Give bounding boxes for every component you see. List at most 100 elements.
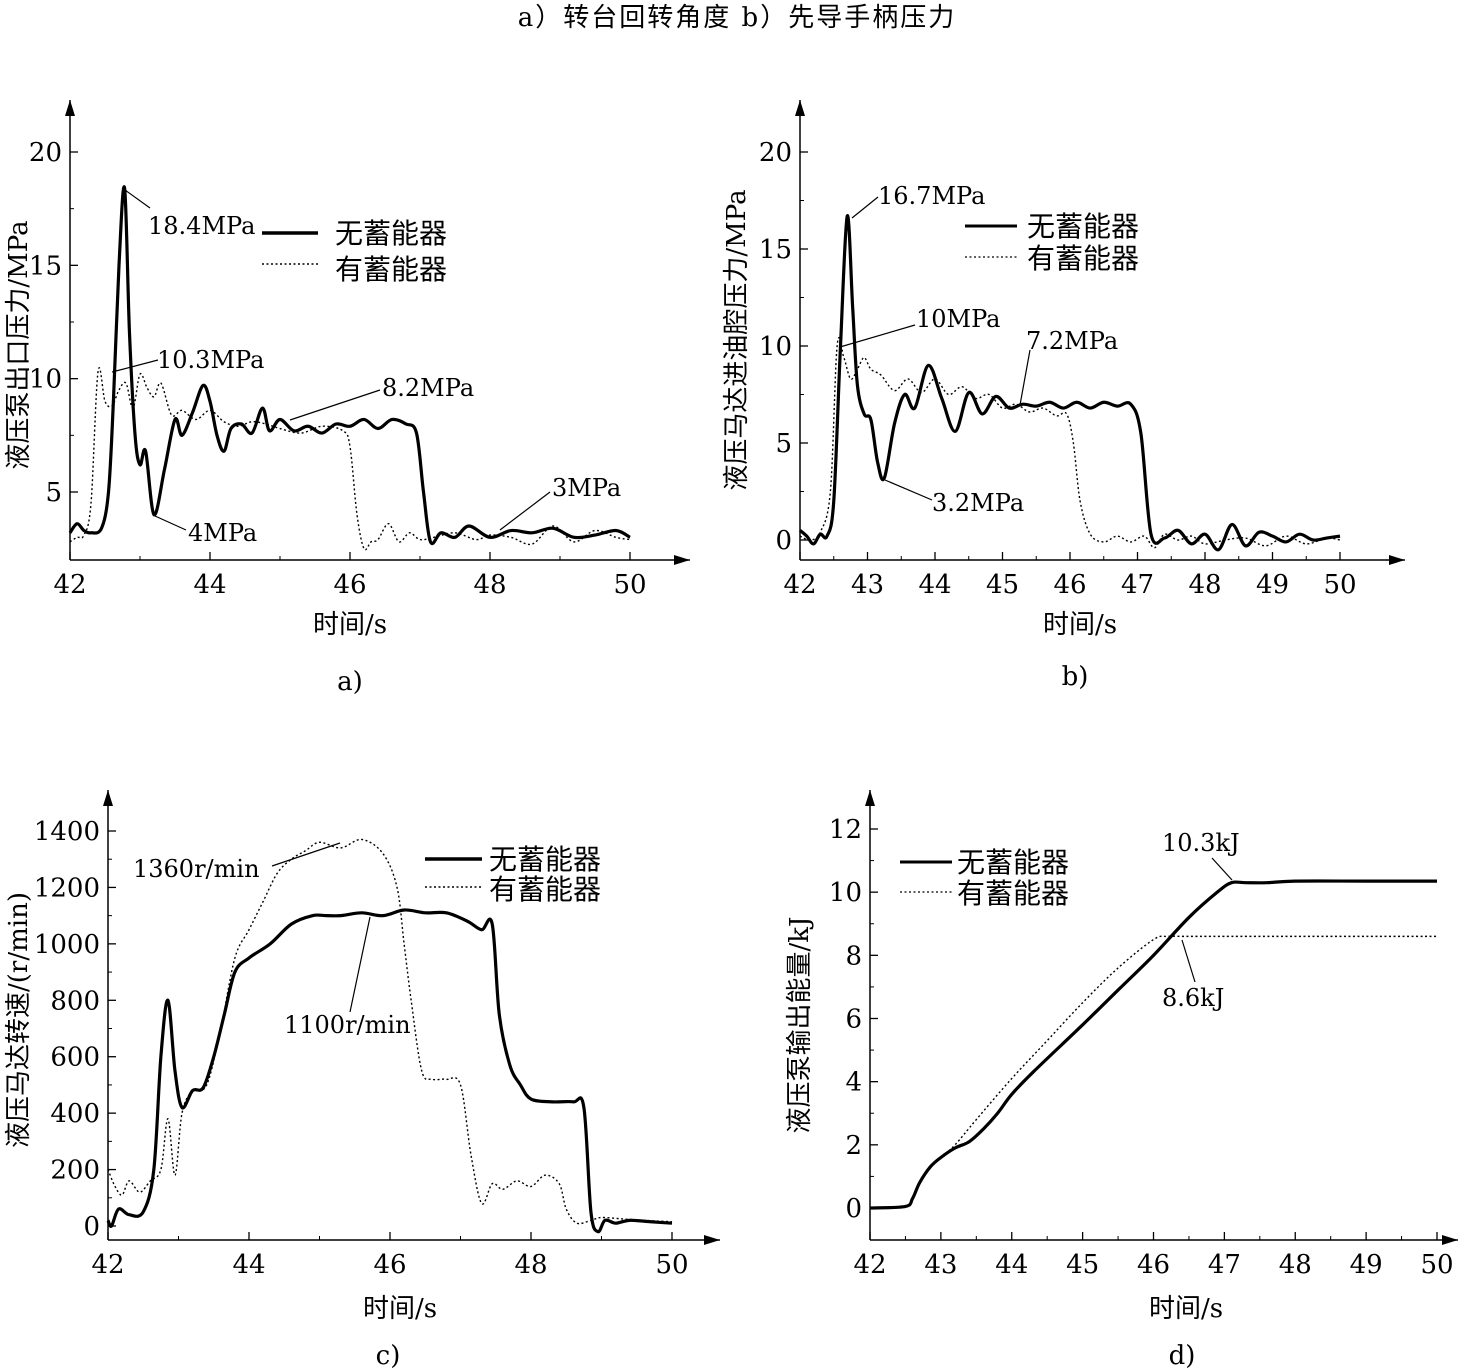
y-axis-arrow [795, 100, 805, 116]
annotation-accumulator-energy: 8.6kJ [1162, 984, 1224, 1012]
y-axis-arrow [103, 790, 113, 806]
y-tick-label: 200 [50, 1156, 100, 1186]
x-tick-label: 46 [1053, 570, 1086, 600]
leader-line [839, 324, 916, 348]
x-axis-title: 时间/s [1149, 1294, 1223, 1324]
y-axis-arrow [65, 100, 75, 116]
y-tick-label: 2 [845, 1131, 862, 1161]
series-line-no-accumulator [106, 908, 673, 1234]
x-tick-label: 50 [1420, 1250, 1453, 1280]
y-tick-label: 20 [759, 138, 792, 168]
annotation-peak: 18.4MPa [148, 212, 255, 240]
legend-label-with-accumulator: 有蓄能器 [957, 877, 1069, 910]
x-axis-title: 时间/s [1043, 610, 1117, 640]
annotation-dip: 4MPa [188, 519, 257, 547]
x-tick-label: 45 [1066, 1250, 1099, 1280]
y-axis-arrow [865, 790, 875, 806]
y-tick-label: 400 [50, 1099, 100, 1129]
annotation-accumulator-speed: 1360r/min [133, 855, 260, 883]
leader-line [1181, 939, 1196, 983]
x-tick-label: 46 [1137, 1250, 1170, 1280]
x-tick-label: 48 [1188, 570, 1221, 600]
y-axis-title: 液压马达转速/(r/min) [4, 892, 34, 1148]
leader-line [1019, 349, 1031, 406]
x-tick-label: 47 [1121, 570, 1154, 600]
y-tick-label: 1400 [34, 817, 100, 847]
x-tick-label: 48 [1279, 1250, 1312, 1280]
legend-label-no-accumulator: 无蓄能器 [957, 846, 1069, 879]
panel-caption: b) [1062, 662, 1089, 692]
panel-caption: a) [337, 667, 363, 697]
panel-caption: c) [376, 1341, 401, 1371]
legend-label-with-accumulator: 有蓄能器 [489, 873, 601, 906]
x-tick-label: 50 [1323, 570, 1356, 600]
legend-label-with-accumulator: 有蓄能器 [1027, 242, 1139, 275]
y-tick-label: 5 [45, 478, 62, 508]
y-tick-label: 1000 [34, 930, 100, 960]
x-tick-label: 46 [373, 1250, 406, 1280]
y-tick-label: 0 [845, 1194, 862, 1224]
x-tick-label: 44 [918, 570, 951, 600]
y-tick-label: 10 [759, 332, 792, 362]
annotation-plateau: 7.2MPa [1026, 327, 1118, 355]
x-axis-arrow [1442, 1235, 1458, 1245]
leader-line [851, 196, 879, 219]
leader-line [111, 359, 159, 373]
x-tick-label: 46 [333, 570, 366, 600]
x-tick-label: 49 [1350, 1250, 1383, 1280]
x-tick-label: 47 [1208, 1250, 1241, 1280]
x-axis-arrow [1389, 555, 1405, 565]
x-tick-label: 42 [53, 570, 86, 600]
y-axis-title: 液压泵出口压力/MPa [4, 220, 34, 469]
series-line-no-accumulator [869, 879, 1437, 1210]
y-tick-label: 1200 [34, 873, 100, 903]
x-axis-title: 时间/s [313, 610, 387, 640]
y-tick-label: 5 [775, 429, 792, 459]
y-tick-label: 10 [829, 878, 862, 908]
leader-line [349, 916, 371, 1013]
leader-line [499, 491, 551, 531]
annotation-total-energy: 10.3kJ [1162, 829, 1240, 857]
x-tick-label: 50 [655, 1250, 688, 1280]
y-tick-label: 0 [775, 526, 792, 556]
legend-label-no-accumulator: 无蓄能器 [335, 217, 447, 250]
series-line-with-accumulator [69, 367, 631, 551]
legend-label-with-accumulator: 有蓄能器 [335, 253, 447, 286]
y-tick-label: 800 [50, 986, 100, 1016]
x-tick-label: 43 [924, 1250, 957, 1280]
leader-line [884, 479, 933, 501]
figure-caption: a）转台回转角度 b）先导手柄压力 [517, 3, 957, 33]
x-tick-label: 44 [193, 570, 226, 600]
annotation-dip: 3.2MPa [932, 489, 1024, 517]
y-tick-label: 600 [50, 1043, 100, 1073]
series-line-no-accumulator [798, 214, 1341, 552]
x-tick-label: 44 [232, 1250, 265, 1280]
x-tick-label: 49 [1256, 570, 1289, 600]
annotation-peak: 16.7MPa [878, 182, 985, 210]
y-tick-label: 8 [845, 941, 862, 971]
legend-label-no-accumulator: 无蓄能器 [489, 843, 601, 876]
x-tick-label: 42 [853, 1250, 886, 1280]
x-tick-label: 43 [851, 570, 884, 600]
x-axis-title: 时间/s [363, 1294, 437, 1324]
y-tick-label: 20 [29, 138, 62, 168]
series-line-with-accumulator [869, 935, 1437, 1209]
panel-caption: d) [1169, 1341, 1196, 1371]
annotation-tail: 3MPa [552, 474, 621, 502]
leader-line [1211, 857, 1233, 881]
y-tick-label: 10 [29, 365, 62, 395]
y-axis-title: 液压泵输出能量/kJ [785, 917, 815, 1134]
x-tick-label: 44 [995, 1250, 1028, 1280]
y-tick-label: 12 [829, 815, 862, 845]
leader-line [124, 189, 151, 209]
x-axis-arrow [674, 555, 690, 565]
x-tick-label: 48 [473, 570, 506, 600]
y-axis-title: 液压马达进油腔压力/MPa [722, 189, 752, 490]
leader-line [289, 389, 381, 421]
x-tick-label: 42 [91, 1250, 124, 1280]
x-tick-label: 48 [514, 1250, 547, 1280]
